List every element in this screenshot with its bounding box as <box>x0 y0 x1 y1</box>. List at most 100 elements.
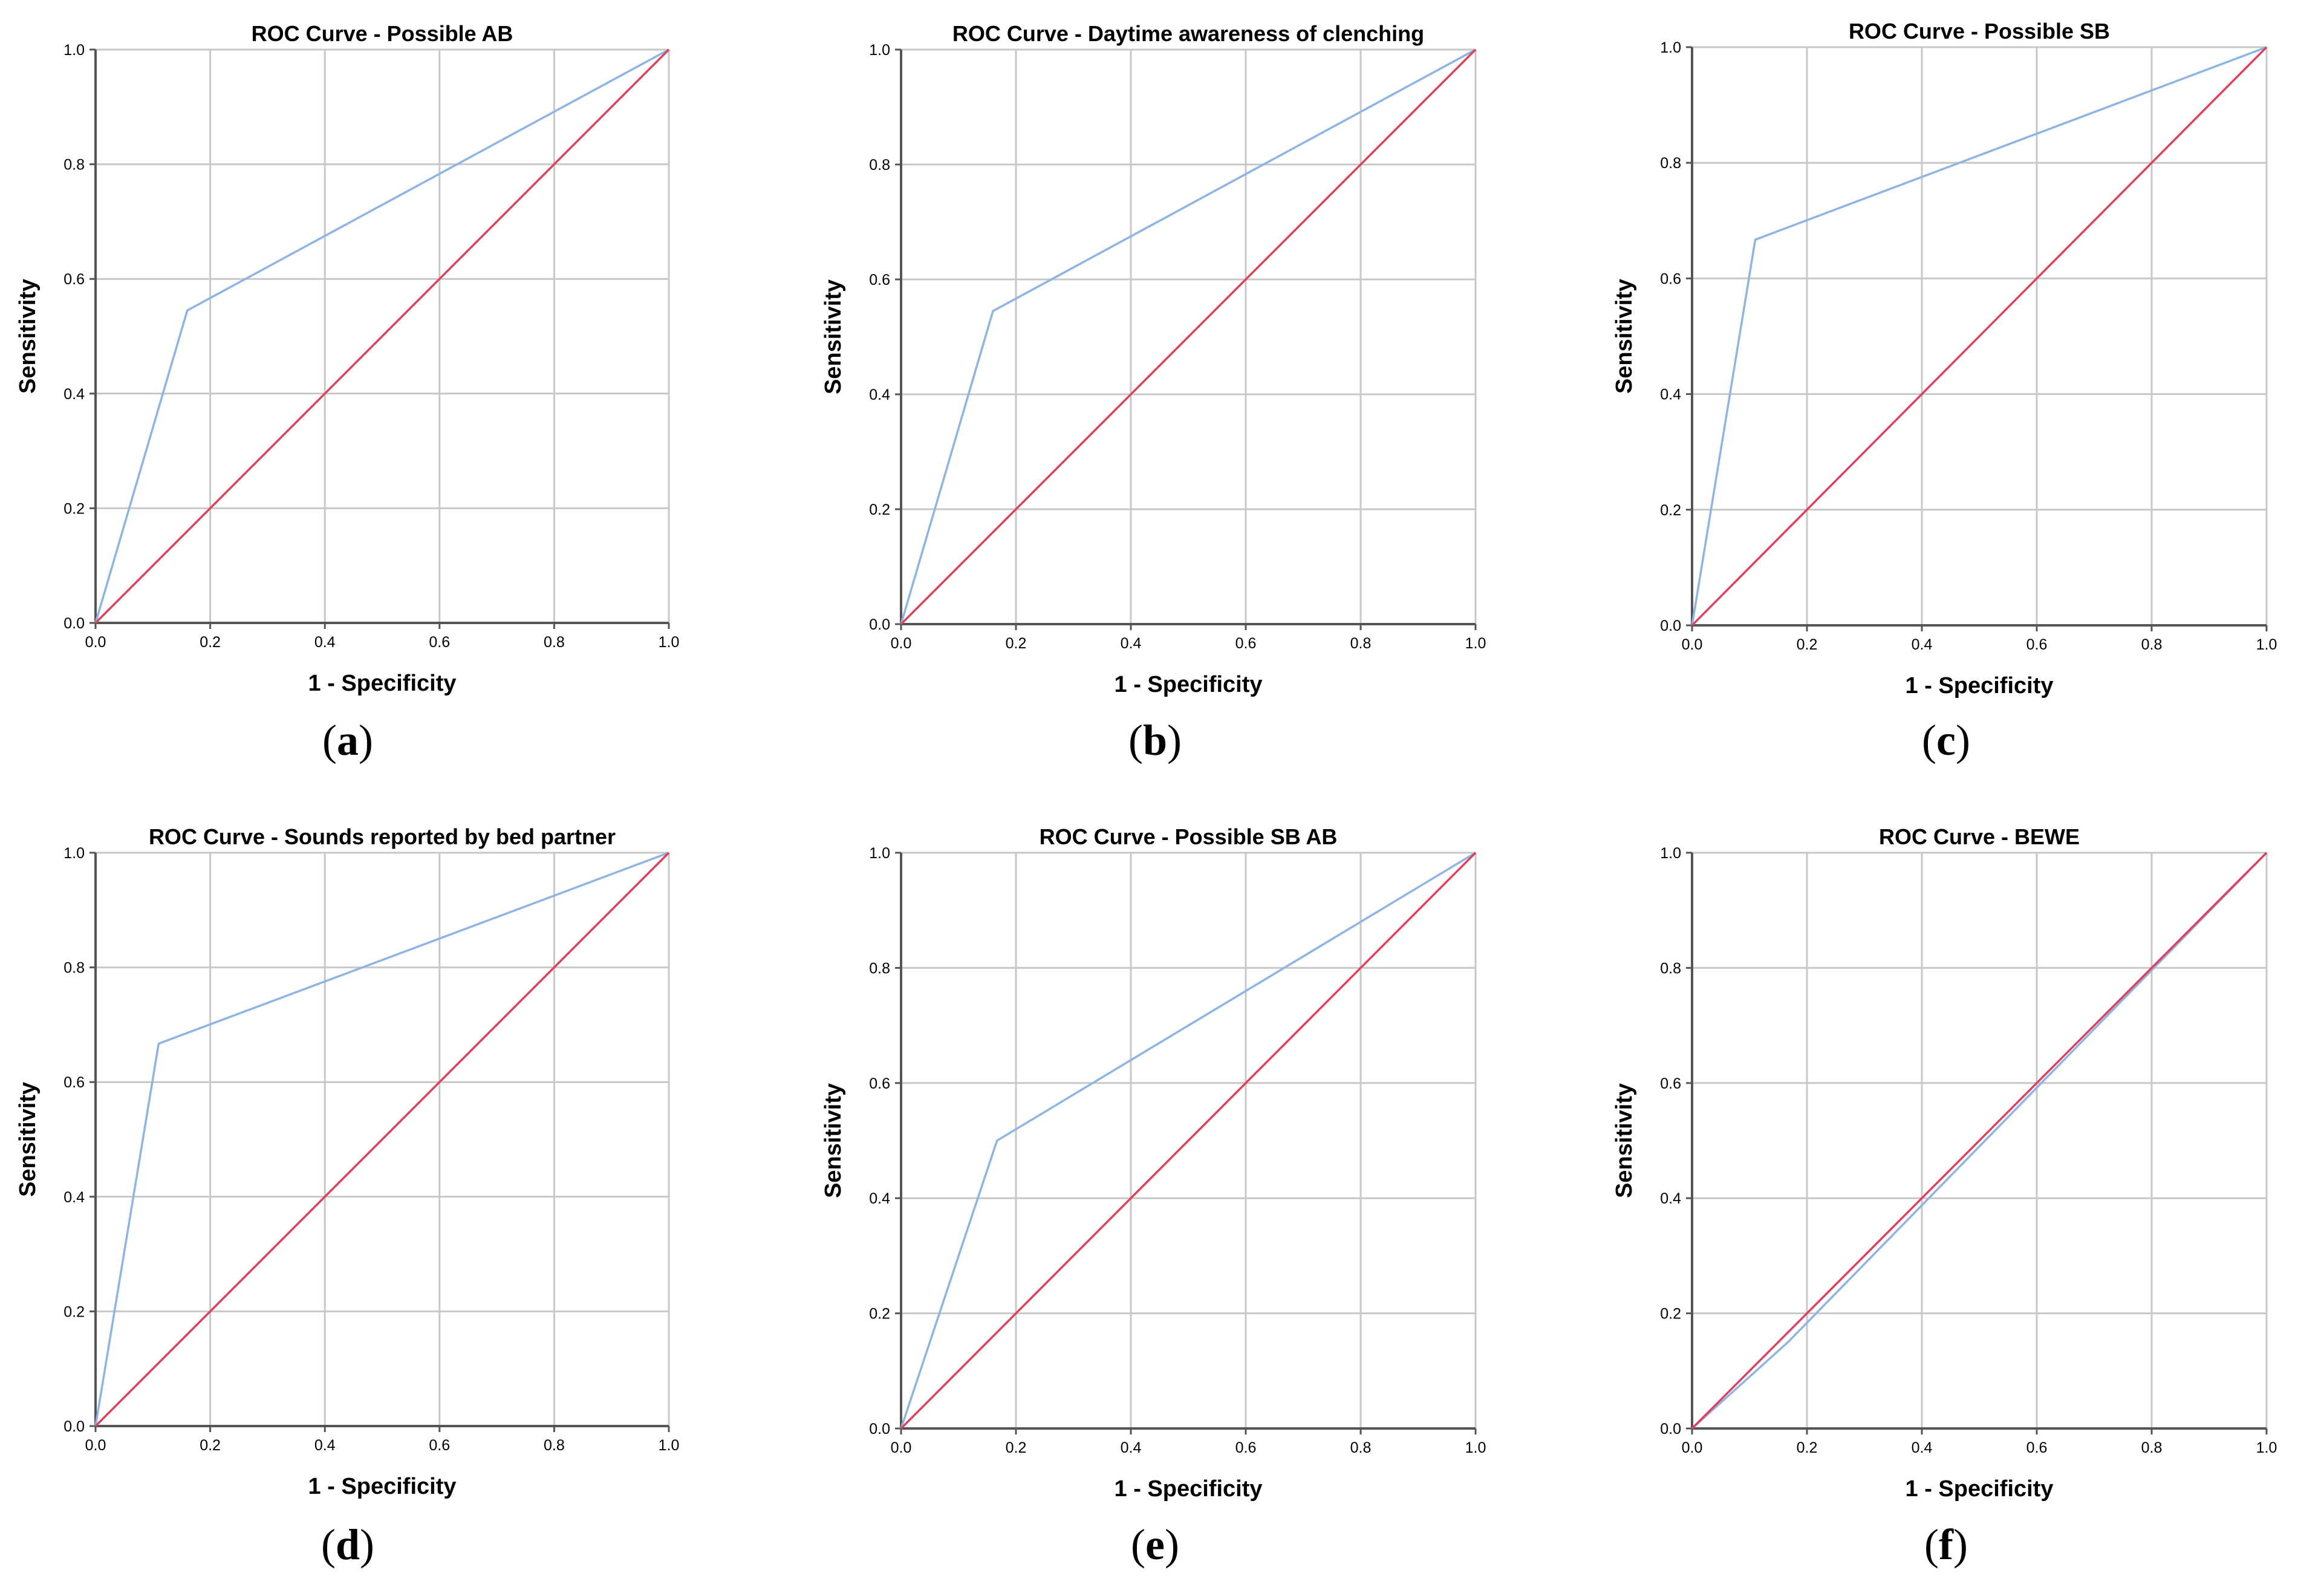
x-tick-label: 0.0 <box>1682 1439 1703 1456</box>
y-tick-label: 0.6 <box>63 1074 85 1091</box>
y-tick-label: 0.4 <box>63 386 85 403</box>
x-tick-label: 0.0 <box>891 635 912 652</box>
roc-curve <box>900 852 1476 1429</box>
y-tick-label: 1.0 <box>869 845 890 862</box>
reference-line <box>94 48 670 624</box>
x-tick-label: 0.8 <box>2141 636 2163 653</box>
x-axis-label: 1 - Specificity <box>1115 672 1263 697</box>
y-axis-label: Sensitivity <box>15 1082 41 1197</box>
y-tick-label: 0.8 <box>1660 155 1681 172</box>
x-tick-label: 0.8 <box>1350 635 1372 652</box>
y-axis-label: Sensitivity <box>15 279 41 394</box>
panel-caption: (f) <box>1924 1520 1968 1569</box>
chart-panel-e: 0.0 0.2 0.4 0.6 0.8 1.0 0.0 0.2 0.4 0.6 0.8 1.0 ROC … <box>821 824 1486 1569</box>
x-tick-label: 1.0 <box>2256 1439 2277 1456</box>
roc-curve <box>1691 46 2267 626</box>
chart-panel-a: 0.0 0.2 0.4 0.6 0.8 1.0 0.0 0.2 0.4 0.6 0.8 1.0 ROC … <box>15 21 679 764</box>
y-tick-label: 0.4 <box>869 1190 890 1207</box>
reference-line <box>1691 852 2268 1430</box>
panel-caption: (b) <box>1128 716 1182 764</box>
y-axis-label: Sensitivity <box>821 1083 846 1198</box>
y-axis-label: Sensitivity <box>1612 279 1637 394</box>
x-axis-label: 1 - Specificity <box>308 1474 457 1499</box>
x-tick-label: 0.8 <box>1350 1439 1372 1456</box>
reference-line <box>94 852 670 1427</box>
y-tick-label: 0.2 <box>1660 1306 1681 1323</box>
y-tick-label: 0.0 <box>869 616 890 633</box>
chart-panel-d: 0.0 0.2 0.4 0.6 0.8 1.0 0.0 0.2 0.4 0.6 0.8 1.0 ROC … <box>15 824 679 1569</box>
y-tick-label: 1.0 <box>869 42 890 59</box>
y-tick-label: 0.0 <box>63 1418 85 1435</box>
x-tick-label: 1.0 <box>659 634 680 651</box>
chart-panel-b: 0.0 0.2 0.4 0.6 0.8 1.0 0.0 0.2 0.4 0.6 0.8 1.0 ROC … <box>821 21 1486 764</box>
y-tick-label: 0.8 <box>1660 960 1681 977</box>
y-axis-label: Sensitivity <box>1612 1083 1637 1198</box>
x-tick-label: 0.6 <box>429 1437 450 1454</box>
chart-title: ROC Curve - Sounds reported by bed partn… <box>149 824 616 849</box>
x-tick-label: 0.6 <box>1235 635 1257 652</box>
x-tick-label: 1.0 <box>659 1437 680 1454</box>
y-tick-label: 1.0 <box>63 845 85 862</box>
x-tick-label: 0.4 <box>314 1437 336 1454</box>
chart-title: ROC Curve - Daytime awareness of clenchi… <box>952 21 1424 46</box>
x-tick-label: 0.8 <box>2141 1439 2163 1456</box>
x-tick-label: 0.4 <box>1912 1439 1933 1456</box>
y-tick-label: 0.2 <box>1660 502 1681 519</box>
y-tick-label: 0.4 <box>1660 1190 1681 1207</box>
y-tick-label: 0.4 <box>1660 386 1681 403</box>
roc-curve <box>900 48 1476 625</box>
y-tick-label: 0.4 <box>869 386 890 403</box>
chart-title: ROC Curve - BEWE <box>1879 824 2080 849</box>
y-tick-label: 1.0 <box>1660 845 1681 862</box>
x-tick-label: 0.0 <box>1682 636 1703 653</box>
reference-line <box>900 48 1477 625</box>
y-tick-label: 0.0 <box>1660 1421 1681 1438</box>
roc-curve <box>94 852 669 1427</box>
x-tick-label: 0.2 <box>200 1437 221 1454</box>
roc-curve <box>1691 852 2268 1430</box>
chart-title: ROC Curve - Possible AB <box>252 21 513 46</box>
y-tick-label: 0.0 <box>1660 617 1681 634</box>
x-tick-label: 0.6 <box>2026 636 2048 653</box>
y-tick-label: 0.6 <box>869 1075 890 1092</box>
x-tick-label: 1.0 <box>1465 635 1486 652</box>
panel-caption: (c) <box>1922 716 1970 764</box>
x-tick-label: 0.4 <box>314 634 336 651</box>
x-axis-label: 1 - Specificity <box>1906 673 2054 699</box>
y-tick-label: 0.8 <box>869 157 890 174</box>
x-tick-label: 0.2 <box>1006 1439 1027 1456</box>
y-tick-label: 0.0 <box>869 1421 890 1438</box>
x-tick-label: 0.4 <box>1121 1439 1142 1456</box>
y-tick-label: 0.6 <box>63 271 85 288</box>
x-tick-label: 1.0 <box>1465 1439 1486 1456</box>
reference-line <box>900 852 1477 1430</box>
y-axis-label: Sensitivity <box>821 279 846 394</box>
x-tick-label: 0.2 <box>1797 1439 1818 1456</box>
x-axis-label: 1 - Specificity <box>1115 1476 1263 1502</box>
y-tick-label: 0.8 <box>63 157 85 174</box>
panel-caption: (a) <box>322 716 373 764</box>
x-tick-label: 0.6 <box>1235 1439 1257 1456</box>
roc-curve <box>94 48 669 624</box>
y-tick-label: 0.0 <box>63 615 85 632</box>
chart-panel-f: 0.0 0.2 0.4 0.6 0.8 1.0 0.0 0.2 0.4 0.6 0.8 1.0 ROC … <box>1612 824 2277 1569</box>
x-tick-label: 0.6 <box>2026 1439 2048 1456</box>
panel-caption: (e) <box>1131 1520 1179 1569</box>
y-tick-label: 1.0 <box>63 42 85 59</box>
x-tick-label: 0.8 <box>544 634 565 651</box>
x-tick-label: 0.4 <box>1912 636 1933 653</box>
x-tick-label: 0.0 <box>85 1437 106 1454</box>
x-axis-label: 1 - Specificity <box>1906 1476 2054 1502</box>
x-tick-label: 0.2 <box>1006 635 1027 652</box>
x-tick-label: 0.0 <box>891 1439 912 1456</box>
reference-line <box>1691 46 2268 627</box>
x-tick-label: 1.0 <box>2256 636 2277 653</box>
x-tick-label: 0.8 <box>544 1437 565 1454</box>
x-axis-label: 1 - Specificity <box>308 671 457 696</box>
y-tick-label: 0.2 <box>869 1306 890 1323</box>
y-tick-label: 0.6 <box>869 272 890 288</box>
x-tick-label: 0.6 <box>429 634 450 651</box>
y-tick-label: 0.8 <box>63 960 85 977</box>
